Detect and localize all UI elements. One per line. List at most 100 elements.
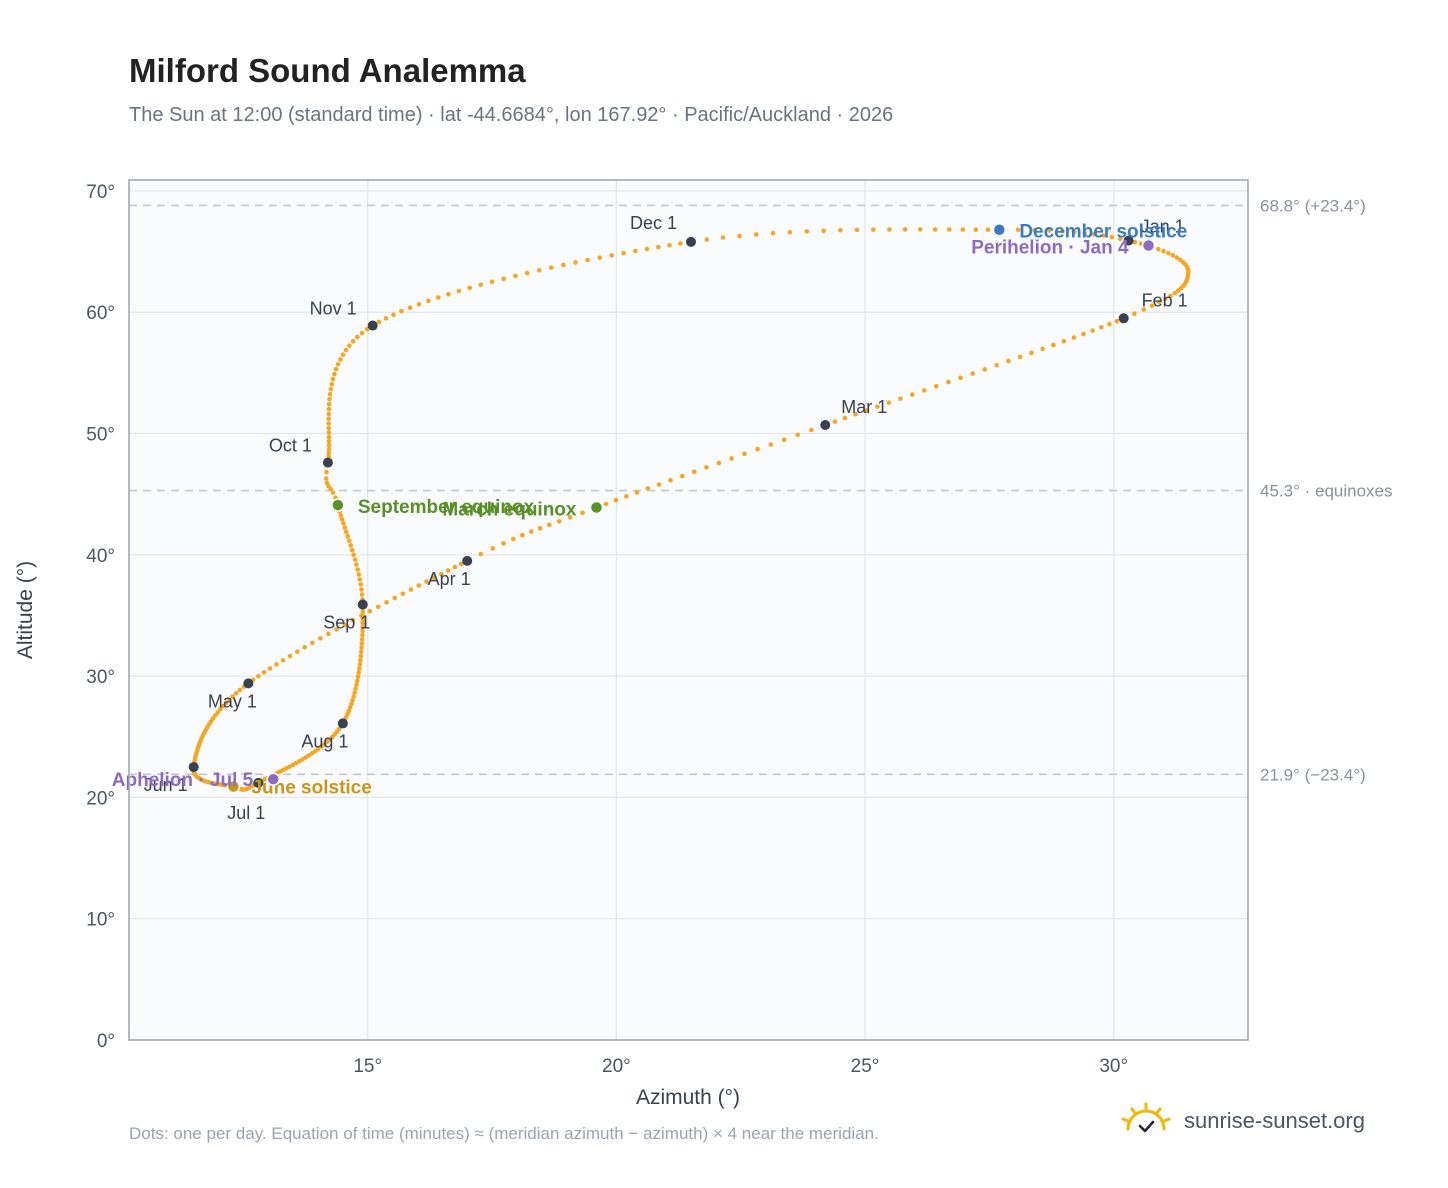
day-dot xyxy=(376,319,382,325)
day-dot xyxy=(347,343,352,348)
month-marker xyxy=(367,320,378,331)
event-label: Perihelion · Jan 4 xyxy=(971,238,1129,259)
day-dot xyxy=(407,305,413,310)
event-marker xyxy=(1141,238,1156,253)
month-marker xyxy=(243,678,254,689)
day-dot xyxy=(1061,338,1067,344)
day-dot xyxy=(1029,350,1034,356)
day-dot xyxy=(960,227,966,232)
day-dot xyxy=(1161,248,1166,254)
y-tick-label: 0° xyxy=(97,1031,115,1052)
plot-background xyxy=(129,180,1248,1040)
day-dot xyxy=(355,567,360,572)
day-dot xyxy=(334,627,339,632)
month-label: Apr 1 xyxy=(428,569,471,589)
day-dot xyxy=(1156,299,1162,305)
day-dot xyxy=(513,273,518,279)
day-dot xyxy=(548,265,554,270)
month-label: Jul 1 xyxy=(227,803,265,823)
day-dot xyxy=(886,400,892,405)
brand-name[interactable]: sunrise-sunset.org xyxy=(1184,1107,1365,1133)
day-dot xyxy=(327,396,332,402)
x-tick-label: 20° xyxy=(602,1056,631,1077)
day-dot xyxy=(359,592,365,597)
day-dot xyxy=(467,285,473,291)
day-dot xyxy=(367,608,373,614)
month-label: Feb 1 xyxy=(1142,290,1188,310)
event-marker xyxy=(331,498,345,512)
day-dot xyxy=(294,649,300,654)
event-label: June solstice xyxy=(251,777,371,798)
day-dot xyxy=(358,657,363,663)
event-label: March equinox xyxy=(442,500,577,521)
day-dot xyxy=(1114,318,1120,324)
day-dot xyxy=(355,334,360,340)
day-dot xyxy=(921,388,927,393)
day-dot xyxy=(1081,331,1086,337)
day-dot xyxy=(353,686,358,692)
event-marker xyxy=(226,779,241,794)
month-marker xyxy=(462,555,473,566)
day-dot xyxy=(356,572,362,577)
day-dot xyxy=(1040,346,1045,352)
day-dot xyxy=(360,613,366,618)
day-dot xyxy=(357,666,362,671)
day-dot xyxy=(435,295,441,300)
day-dot xyxy=(909,392,915,397)
x-tick-label: 30° xyxy=(1099,1056,1128,1077)
day-dot xyxy=(324,480,330,486)
day-dot xyxy=(452,564,458,570)
day-dot xyxy=(804,229,810,234)
day-dot xyxy=(399,308,404,314)
day-dot xyxy=(1091,231,1097,237)
month-marker xyxy=(253,777,264,788)
day-dot xyxy=(1017,354,1023,360)
day-dot xyxy=(644,246,650,252)
reference-lines: 68.8° (+23.4°) 45.3° · equinoxes 21.9° (−2… xyxy=(129,196,1393,784)
day-dot xyxy=(358,649,364,655)
day-dot xyxy=(970,371,975,376)
day-dot xyxy=(332,371,337,377)
day-dot xyxy=(1107,321,1112,327)
day-dot xyxy=(1071,335,1077,340)
day-dot xyxy=(261,670,267,675)
day-dot xyxy=(354,682,359,688)
day-dot xyxy=(729,456,734,461)
day-dot xyxy=(351,694,356,699)
day-dot xyxy=(1015,227,1021,233)
day-dot xyxy=(501,276,506,282)
day-dot xyxy=(456,288,462,294)
day-dot xyxy=(668,477,673,483)
day-dot xyxy=(613,497,619,503)
y-tick-label: 60° xyxy=(86,303,115,324)
day-dot xyxy=(356,670,362,675)
day-dot xyxy=(355,678,360,684)
month-marker xyxy=(1118,313,1129,324)
day-dot xyxy=(478,551,484,557)
event-label: Aphelion · Jul 5 xyxy=(112,770,254,791)
day-dot xyxy=(1132,311,1137,317)
day-dot xyxy=(1006,358,1011,364)
day-dot xyxy=(898,396,903,401)
day-dot xyxy=(342,622,348,628)
month-marker xyxy=(337,718,348,729)
day-dot xyxy=(230,694,235,699)
event-markers: March equinox June solstice September equi… xyxy=(112,222,1187,799)
day-dot xyxy=(742,451,747,457)
day-dot xyxy=(445,568,451,573)
day-dot xyxy=(302,645,308,650)
day-dot xyxy=(328,386,334,392)
day-dot xyxy=(383,315,389,321)
day-dot xyxy=(1060,228,1065,234)
y-tick-label: 30° xyxy=(86,667,115,688)
day-dot xyxy=(426,298,431,304)
day-dot xyxy=(902,227,908,232)
y-tick-label: 40° xyxy=(86,546,115,567)
day-dot xyxy=(350,697,355,703)
day-dot xyxy=(350,339,356,344)
day-dot xyxy=(1174,255,1180,260)
day-dot xyxy=(887,227,892,232)
brand[interactable]: sunrise-sunset.org xyxy=(1120,1102,1365,1139)
day-dot xyxy=(603,501,609,507)
day-dot xyxy=(360,617,366,622)
